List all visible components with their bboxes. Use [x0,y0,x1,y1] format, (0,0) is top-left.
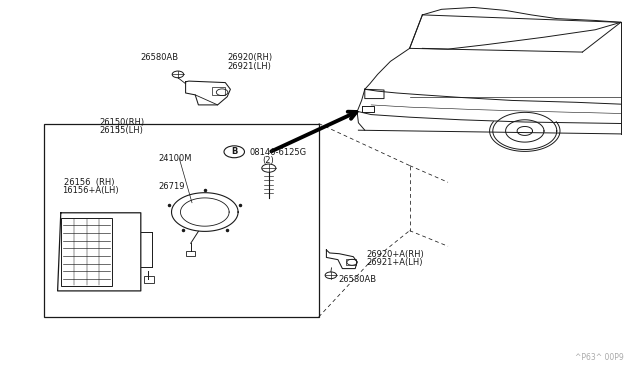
Text: 26150(RH): 26150(RH) [99,118,145,127]
Text: 26920+A(RH): 26920+A(RH) [366,250,424,259]
Bar [144,276,154,283]
Text: 26921(LH): 26921(LH) [227,62,271,71]
Text: 24100M: 24100M [159,154,192,163]
Text: 26580AB: 26580AB [338,275,376,284]
Bar [61,218,113,286]
Text: 16156+A(LH): 16156+A(LH) [62,186,118,195]
Text: 26920(RH): 26920(RH) [227,53,273,62]
Text: (2): (2) [262,156,274,165]
Text: 26156  (RH): 26156 (RH) [64,178,115,187]
Bar [212,87,225,95]
Bar [346,259,356,265]
Text: 26719: 26719 [159,182,185,191]
Bar [186,251,195,256]
Text: 08146-6125G: 08146-6125G [250,148,307,157]
Bar [44,124,319,317]
Text: 26921+A(LH): 26921+A(LH) [366,258,422,267]
Text: 26155(LH): 26155(LH) [99,126,143,135]
Text: B: B [231,147,237,156]
Text: ^P63^ 00P9: ^P63^ 00P9 [575,353,624,362]
Text: 26580AB: 26580AB [141,53,179,62]
